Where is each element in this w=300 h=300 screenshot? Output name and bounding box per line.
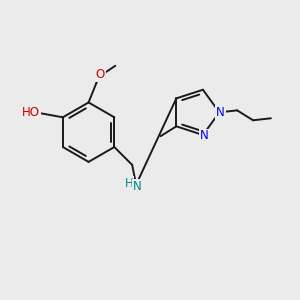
Text: O: O: [96, 68, 105, 81]
Text: H: H: [125, 177, 134, 190]
Text: N: N: [133, 180, 142, 193]
Text: HO: HO: [22, 106, 40, 119]
Text: N: N: [200, 130, 208, 142]
Text: N: N: [216, 106, 225, 119]
